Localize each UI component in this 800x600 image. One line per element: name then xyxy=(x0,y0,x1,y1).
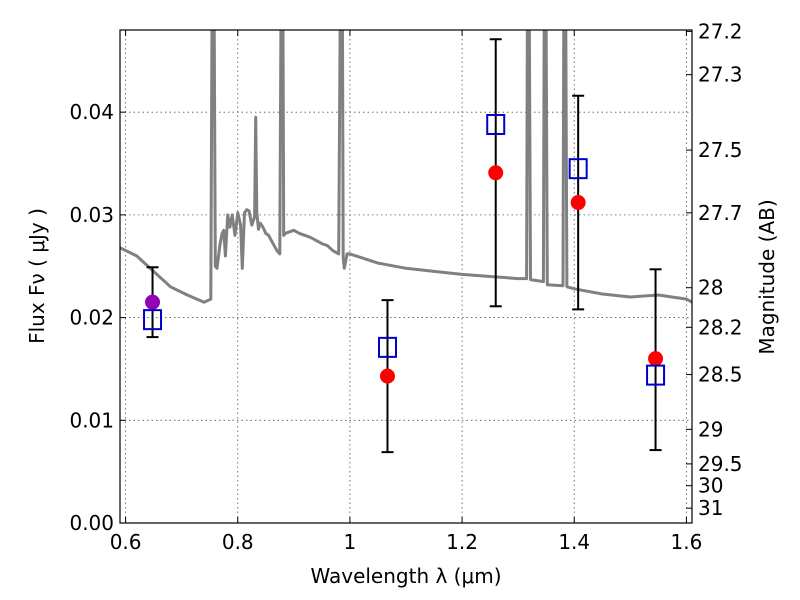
y-tick-label: 0.01 xyxy=(69,408,114,432)
mag-tick-label: 31 xyxy=(698,496,723,520)
open-square-marker xyxy=(568,158,588,180)
filled-circle-marker xyxy=(379,368,395,384)
x-tick-label: 0.6 xyxy=(110,530,142,554)
x-axis-label: Wavelength λ (μm) xyxy=(310,564,501,588)
mag-tick-label: 27.3 xyxy=(698,63,743,87)
spectrum-line xyxy=(120,30,692,304)
open-square-marker xyxy=(486,113,506,135)
mag-tick-label: 28.5 xyxy=(698,363,743,387)
x-tick-label: 1.4 xyxy=(558,530,590,554)
x-tick-label: 1.2 xyxy=(446,530,478,554)
open-square-marker xyxy=(646,364,666,386)
mag-tick-label: 27.7 xyxy=(698,201,743,225)
data-markers xyxy=(143,113,666,386)
y-tick-label: 0.00 xyxy=(69,511,114,535)
filled-circle-marker xyxy=(488,165,504,181)
filled-circle-marker xyxy=(648,351,664,367)
y2-axis-label: Magnitude (AB) xyxy=(755,199,779,354)
filled-circle-marker xyxy=(570,195,586,211)
y-tick-label: 0.03 xyxy=(69,203,114,227)
open-square-marker xyxy=(143,309,163,331)
y-axis-label: Flux Fν ( μJy ) xyxy=(25,208,49,344)
y-tick-label: 0.04 xyxy=(69,100,114,124)
mag-tick-label: 29 xyxy=(698,417,723,441)
mag-tick-label: 29.5 xyxy=(698,452,743,476)
filled-circle-marker xyxy=(145,294,161,310)
x-tick-label: 1.6 xyxy=(670,530,702,554)
mag-tick-label: 28 xyxy=(698,276,723,300)
mag-tick-label: 27.5 xyxy=(698,138,743,162)
x-tick-label: 0.8 xyxy=(222,530,254,554)
mag-tick-label: 28.2 xyxy=(698,315,743,339)
x-tick-label: 1 xyxy=(344,530,357,554)
y-tick-label: 0.02 xyxy=(69,306,114,330)
model-spectrum xyxy=(120,30,692,304)
mag-tick-label: 30 xyxy=(698,474,723,498)
axis-ticks: 0.6 0.8 1 1.2 1.4 1.6 0.00 0.01 0.02 0.03 0.04 27.2… xyxy=(69,19,742,554)
mag-tick-label: 27.2 xyxy=(698,19,743,43)
plot-frame xyxy=(119,29,693,524)
open-square-marker xyxy=(377,336,397,358)
grid-lines xyxy=(120,30,692,524)
